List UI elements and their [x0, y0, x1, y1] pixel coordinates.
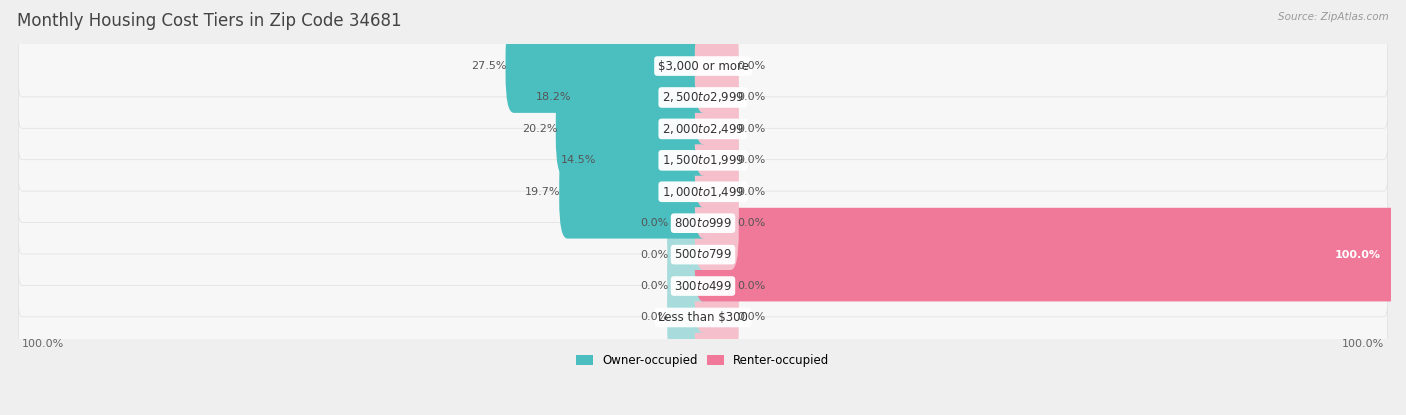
Text: 0.0%: 0.0% — [737, 281, 766, 291]
FancyBboxPatch shape — [695, 51, 738, 144]
FancyBboxPatch shape — [695, 271, 738, 364]
FancyBboxPatch shape — [695, 114, 738, 207]
Text: 14.5%: 14.5% — [561, 155, 596, 165]
Text: $3,000 or more: $3,000 or more — [658, 59, 748, 73]
Text: 18.2%: 18.2% — [536, 93, 571, 103]
FancyBboxPatch shape — [555, 82, 711, 176]
FancyBboxPatch shape — [668, 271, 711, 364]
Text: 0.0%: 0.0% — [640, 281, 669, 291]
FancyBboxPatch shape — [560, 145, 711, 239]
FancyBboxPatch shape — [18, 67, 1388, 128]
FancyBboxPatch shape — [668, 176, 711, 270]
FancyBboxPatch shape — [695, 19, 738, 113]
FancyBboxPatch shape — [695, 82, 738, 176]
Text: 0.0%: 0.0% — [640, 249, 669, 260]
Text: $300 to $499: $300 to $499 — [673, 280, 733, 293]
Text: 0.0%: 0.0% — [737, 187, 766, 197]
FancyBboxPatch shape — [695, 176, 738, 270]
FancyBboxPatch shape — [18, 193, 1388, 254]
FancyBboxPatch shape — [695, 208, 1399, 301]
Text: $1,500 to $1,999: $1,500 to $1,999 — [662, 153, 744, 167]
Text: $2,000 to $2,499: $2,000 to $2,499 — [662, 122, 744, 136]
Text: 0.0%: 0.0% — [737, 124, 766, 134]
Text: 0.0%: 0.0% — [737, 93, 766, 103]
Text: Less than $300: Less than $300 — [658, 311, 748, 324]
Text: 0.0%: 0.0% — [640, 312, 669, 322]
FancyBboxPatch shape — [668, 239, 711, 333]
Text: 100.0%: 100.0% — [1334, 249, 1381, 260]
FancyBboxPatch shape — [595, 114, 711, 207]
Text: 0.0%: 0.0% — [737, 312, 766, 322]
Text: 20.2%: 20.2% — [522, 124, 557, 134]
FancyBboxPatch shape — [18, 98, 1388, 160]
Text: Monthly Housing Cost Tiers in Zip Code 34681: Monthly Housing Cost Tiers in Zip Code 3… — [17, 12, 402, 30]
FancyBboxPatch shape — [668, 208, 711, 301]
Text: 100.0%: 100.0% — [22, 339, 65, 349]
Text: $800 to $999: $800 to $999 — [673, 217, 733, 229]
FancyBboxPatch shape — [18, 255, 1388, 317]
FancyBboxPatch shape — [506, 19, 711, 113]
Text: Source: ZipAtlas.com: Source: ZipAtlas.com — [1278, 12, 1389, 22]
FancyBboxPatch shape — [18, 35, 1388, 97]
FancyBboxPatch shape — [18, 287, 1388, 348]
FancyBboxPatch shape — [695, 145, 738, 239]
FancyBboxPatch shape — [18, 161, 1388, 222]
FancyBboxPatch shape — [18, 224, 1388, 286]
Text: 0.0%: 0.0% — [737, 61, 766, 71]
FancyBboxPatch shape — [18, 129, 1388, 191]
Text: $1,000 to $1,499: $1,000 to $1,499 — [662, 185, 744, 199]
Text: $2,500 to $2,999: $2,500 to $2,999 — [662, 90, 744, 105]
FancyBboxPatch shape — [569, 51, 711, 144]
Text: 27.5%: 27.5% — [471, 61, 508, 71]
Text: 0.0%: 0.0% — [640, 218, 669, 228]
Text: 19.7%: 19.7% — [524, 187, 561, 197]
Legend: Owner-occupied, Renter-occupied: Owner-occupied, Renter-occupied — [572, 349, 834, 372]
FancyBboxPatch shape — [695, 239, 738, 333]
Text: 100.0%: 100.0% — [1341, 339, 1384, 349]
Text: 0.0%: 0.0% — [737, 155, 766, 165]
Text: 0.0%: 0.0% — [737, 218, 766, 228]
Text: $500 to $799: $500 to $799 — [673, 248, 733, 261]
